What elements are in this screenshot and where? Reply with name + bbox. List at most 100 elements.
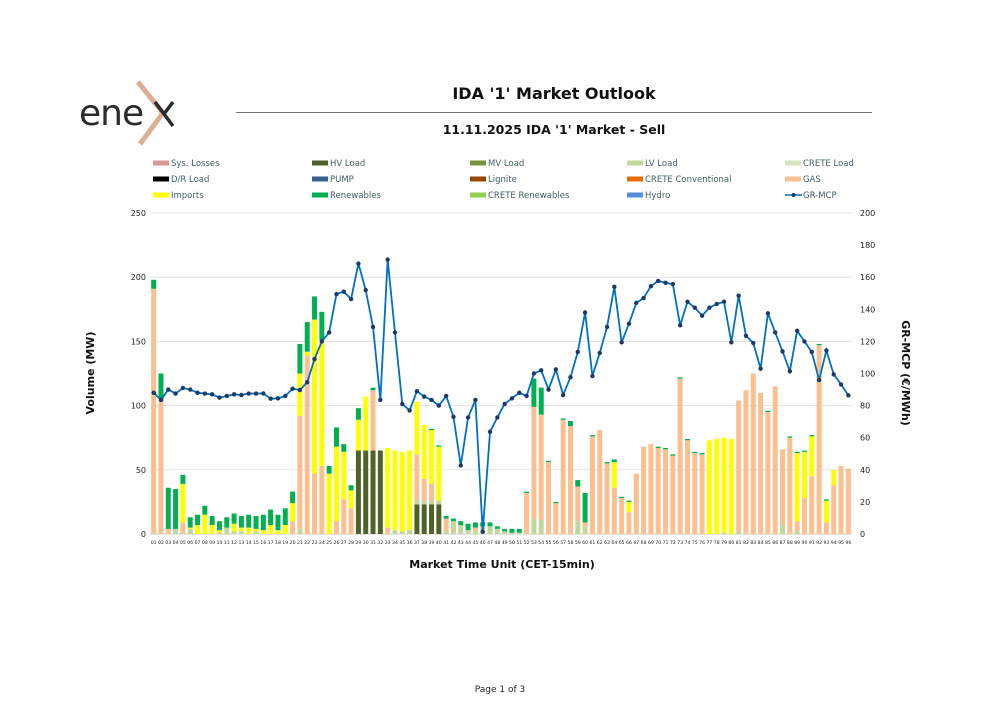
bar-lv-load-segment xyxy=(407,530,413,534)
bar-gas-segment xyxy=(575,486,581,522)
gr-mcp-point xyxy=(480,529,485,534)
bar-hv-load-segment xyxy=(421,504,427,534)
x-tick-label: 24 xyxy=(319,540,325,546)
bar-renewables-segment xyxy=(304,322,310,352)
bar-renewables-segment xyxy=(341,444,347,452)
bar-renewables-segment xyxy=(677,377,683,379)
x-tick-label: 36 xyxy=(407,540,413,546)
x-tick-label: 33 xyxy=(385,540,391,546)
x-tick-label: 75 xyxy=(692,540,698,546)
gr-mcp-point xyxy=(239,392,244,398)
bar-gas-segment xyxy=(765,412,771,534)
bar-renewables-segment xyxy=(319,311,325,341)
x-tick-label: 43 xyxy=(458,540,464,546)
legend-label-crete-renewables: CRETE Renewables xyxy=(488,191,570,201)
x-tick-label: 53 xyxy=(531,540,537,546)
x-tick-label: 27 xyxy=(341,540,347,546)
legend-swatch-pump xyxy=(312,176,328,182)
legend-swatch-mv-load xyxy=(470,160,486,166)
gr-mcp-point xyxy=(751,340,756,346)
bar-renewables-segment xyxy=(268,509,274,526)
x-tick-label: 19 xyxy=(282,540,288,546)
x-tick-label: 45 xyxy=(472,540,478,546)
gr-mcp-point xyxy=(656,278,661,284)
gr-mcp-point xyxy=(495,415,500,420)
chart-subtitle: 11.11.2025 IDA '1' Market - Sell xyxy=(442,122,666,137)
x-tick-label: 11 xyxy=(224,540,230,546)
gr-mcp-point xyxy=(524,393,529,399)
gr-mcp-point xyxy=(180,385,186,391)
gr-mcp-point xyxy=(714,301,719,307)
gr-mcp-point xyxy=(297,387,303,393)
bar-lv-load-segment xyxy=(465,530,471,534)
gr-mcp-point xyxy=(451,414,456,420)
x-tick-label: 34 xyxy=(392,540,398,546)
legend-label-hydro: Hydro xyxy=(645,191,670,201)
gr-mcp-point xyxy=(846,393,851,398)
y2-tick-label: 120 xyxy=(860,337,875,346)
x-tick-label: 86 xyxy=(772,540,778,546)
x-tick-label: 46 xyxy=(480,540,486,546)
bar-renewables-segment xyxy=(253,516,259,529)
x-tick-label: 61 xyxy=(589,540,595,546)
bar-renewables-segment xyxy=(516,528,522,533)
gr-mcp-point xyxy=(685,299,690,304)
bar-renewables-segment xyxy=(699,453,705,455)
bar-gas-segment xyxy=(553,503,559,534)
bar-renewables-segment xyxy=(626,500,632,502)
legend-label-imports: Imports xyxy=(171,191,204,201)
gr-mcp-point xyxy=(261,391,266,396)
bar-gas-segment xyxy=(633,473,639,534)
bar-imports-segment xyxy=(260,530,266,534)
bar-gas-segment xyxy=(699,454,705,534)
bar-imports-segment xyxy=(348,490,354,509)
bar-gas-segment xyxy=(655,447,661,534)
gr-mcp-point xyxy=(531,371,537,376)
x-tick-label: 22 xyxy=(304,540,310,546)
y2-tick-label: 80 xyxy=(860,402,870,411)
gr-mcp-point xyxy=(217,395,222,400)
x-tick-label: 37 xyxy=(414,540,420,546)
legend-label-hv-load: HV Load xyxy=(330,159,365,169)
legend-swatch-hv-load xyxy=(312,160,328,166)
bar-renewables-segment xyxy=(589,435,595,437)
bar-renewables-segment xyxy=(165,487,171,529)
y2-tick-label: 40 xyxy=(860,466,870,475)
bar-imports-segment xyxy=(429,429,435,484)
gr-mcp-point xyxy=(283,393,288,399)
x-tick-label: 71 xyxy=(663,540,669,546)
bar-renewables-segment xyxy=(765,410,771,413)
bar-gas-segment xyxy=(758,392,764,534)
gr-mcp-point xyxy=(166,387,171,392)
legend-swatch-crete-load xyxy=(785,160,801,166)
x-tick-label: 69 xyxy=(648,540,654,546)
bar-imports-segment xyxy=(392,450,398,531)
x-tick-label: 58 xyxy=(568,540,574,546)
svg-text:ene: ene xyxy=(79,93,143,134)
bar-renewables-segment xyxy=(173,489,179,529)
gr-mcp-point xyxy=(824,348,829,353)
gr-mcp-point xyxy=(677,323,683,328)
bar-lv-load-segment xyxy=(575,521,581,534)
x-tick-label: 78 xyxy=(714,540,720,546)
x-tick-label: 66 xyxy=(626,540,632,546)
bar-renewables-segment xyxy=(370,387,376,391)
bar-lv-load-segment xyxy=(187,528,193,534)
gr-mcp-point xyxy=(597,350,602,356)
x-tick-label: 87 xyxy=(780,540,786,546)
legend-swatch-crete-renewables xyxy=(470,192,486,198)
gr-mcp-point xyxy=(502,401,507,407)
bar-renewables-segment xyxy=(158,373,164,400)
gr-mcp-point xyxy=(341,289,346,294)
bar-gas-segment xyxy=(801,498,807,534)
gr-mcp-point xyxy=(699,313,705,318)
bar-lv-load-segment xyxy=(180,532,186,534)
bar-renewables-segment xyxy=(560,418,566,420)
legend-swatch-d-r-load xyxy=(153,176,169,182)
bar-renewables-segment xyxy=(816,343,822,346)
bar-gas-segment xyxy=(304,355,310,534)
bar-renewables-segment xyxy=(531,378,537,407)
x-tick-label: 04 xyxy=(173,540,179,546)
bar-renewables-segment xyxy=(450,518,456,522)
gr-mcp-point xyxy=(590,373,595,379)
